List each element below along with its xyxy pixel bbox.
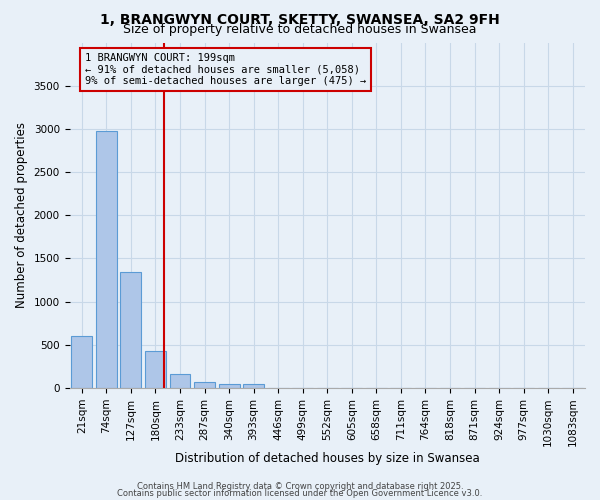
Bar [218,384,239,388]
Bar [121,272,142,388]
Bar [145,351,166,388]
Bar [170,374,190,388]
Text: 1, BRANGWYN COURT, SKETTY, SWANSEA, SA2 9FH: 1, BRANGWYN COURT, SKETTY, SWANSEA, SA2 … [100,12,500,26]
Bar [194,382,215,388]
X-axis label: Distribution of detached houses by size in Swansea: Distribution of detached houses by size … [175,452,479,465]
Text: Contains HM Land Registry data © Crown copyright and database right 2025.: Contains HM Land Registry data © Crown c… [137,482,463,491]
Y-axis label: Number of detached properties: Number of detached properties [15,122,28,308]
Bar [71,336,92,388]
Bar [96,132,117,388]
Text: 1 BRANGWYN COURT: 199sqm
← 91% of detached houses are smaller (5,058)
9% of semi: 1 BRANGWYN COURT: 199sqm ← 91% of detach… [85,53,366,86]
Bar [243,384,264,388]
Text: Size of property relative to detached houses in Swansea: Size of property relative to detached ho… [123,22,477,36]
Text: Contains public sector information licensed under the Open Government Licence v3: Contains public sector information licen… [118,489,482,498]
